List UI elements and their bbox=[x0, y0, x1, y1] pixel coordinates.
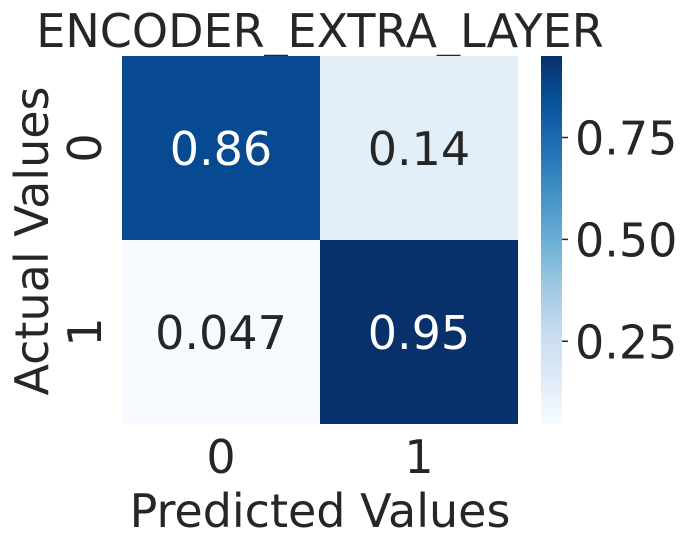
x-tick-label: 1 bbox=[404, 430, 433, 484]
y-tick-label: 0 bbox=[58, 133, 112, 162]
x-axis-label: Predicted Values bbox=[130, 484, 511, 538]
heatmap-cell bbox=[320, 240, 518, 424]
colorbar bbox=[541, 56, 562, 424]
chart-title: ENCODER_EXTRA_LAYER bbox=[36, 4, 603, 58]
cell-value-label: 0.14 bbox=[368, 122, 470, 176]
y-tick-label: 1 bbox=[58, 317, 112, 346]
cell-value-label: 0.95 bbox=[368, 306, 470, 360]
cell-value-label: 0.86 bbox=[170, 122, 272, 176]
heatmap-cell bbox=[320, 56, 518, 240]
heatmap-cell bbox=[122, 56, 320, 240]
x-tick-label: 0 bbox=[206, 430, 235, 484]
colorbar-ticks: 0.25 0.50 0.75 bbox=[562, 112, 677, 369]
y-axis-label: Actual Values bbox=[5, 86, 59, 395]
y-tick-labels: 01 bbox=[58, 133, 112, 346]
colorbar-tick-label: 0.50 bbox=[575, 213, 677, 267]
heatmap-cell bbox=[122, 240, 320, 424]
colorbar-tick-label: 0.25 bbox=[575, 315, 677, 369]
colorbar-tick-label: 0.75 bbox=[575, 112, 677, 166]
heatmap-cells: 0.86 0.14 0.047 0.95 bbox=[122, 56, 518, 424]
cell-value-label: 0.047 bbox=[155, 306, 287, 360]
